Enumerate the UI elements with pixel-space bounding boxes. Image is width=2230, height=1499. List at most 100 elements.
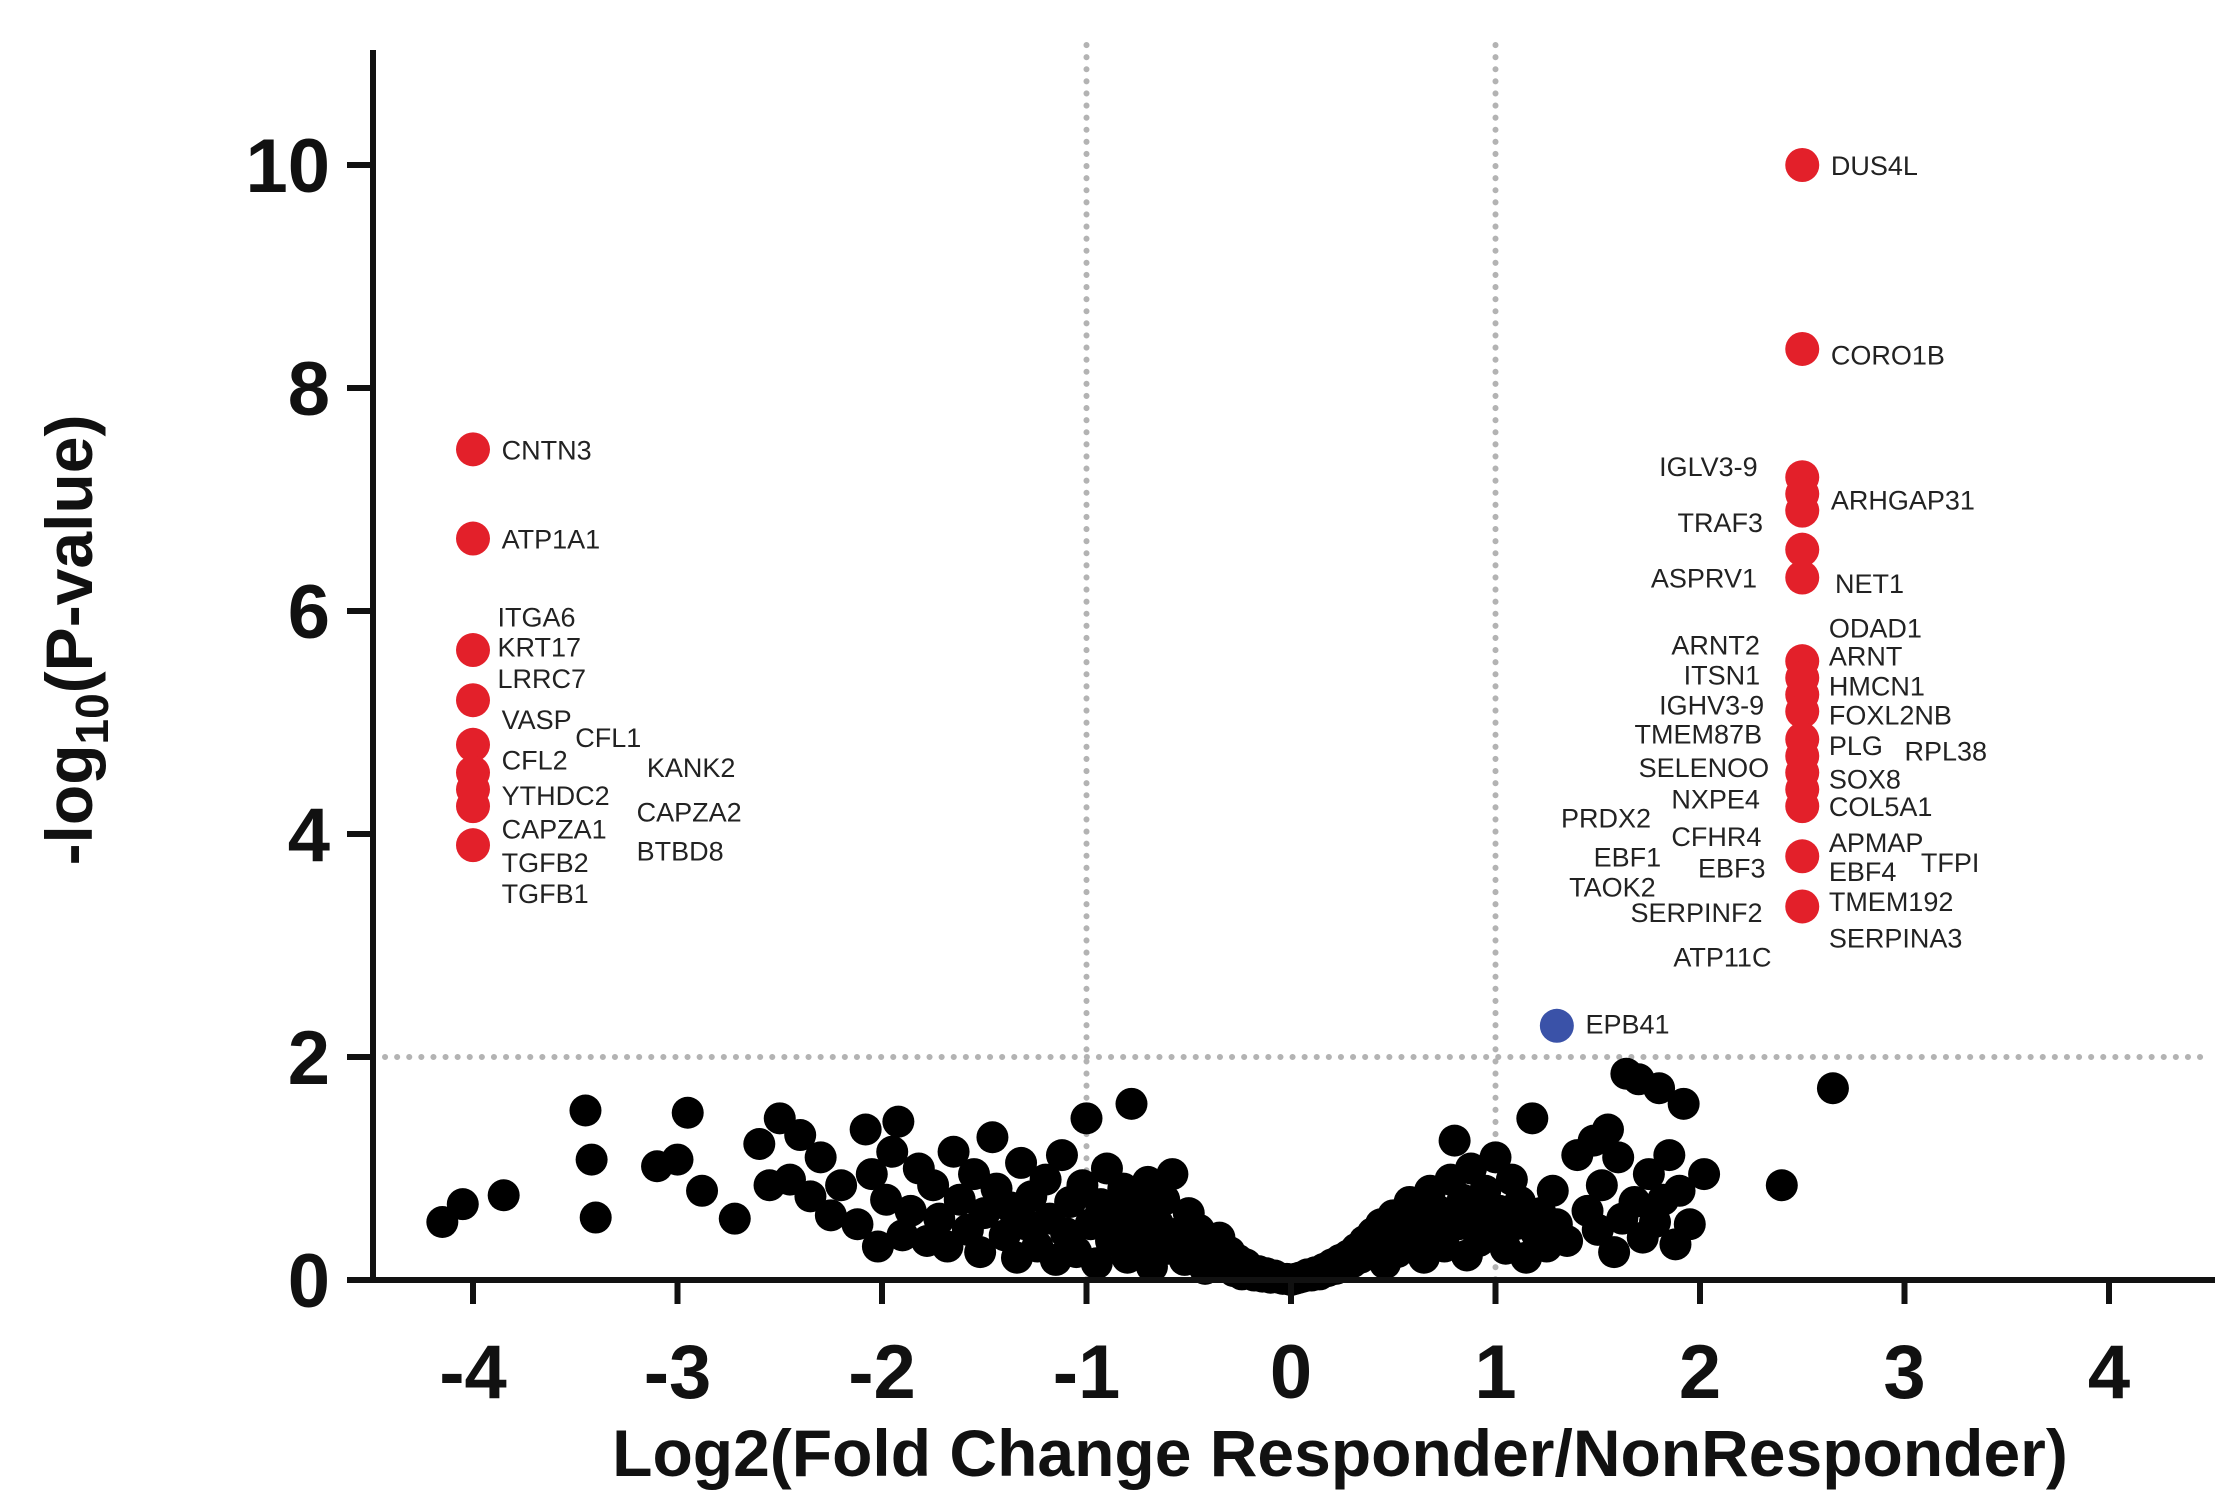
threshold-lines — [382, 42, 2213, 1283]
gene-label: CORO1B — [1831, 341, 1945, 371]
gene-label: HMCN1 — [1829, 672, 1925, 702]
gene-label: DUS4L — [1831, 151, 1918, 181]
significant-point — [1539, 1008, 1574, 1043]
gene-label: ARNT2 — [1671, 630, 1760, 660]
data-point — [886, 1219, 919, 1252]
data-point — [575, 1143, 608, 1176]
data-point — [1148, 1183, 1181, 1216]
gene-label: CFHR4 — [1671, 822, 1761, 852]
gene-label: ASPRV1 — [1651, 564, 1757, 594]
significant-point — [456, 633, 490, 668]
data-point — [1598, 1236, 1631, 1269]
y-axis-ticks: 0 2 4 6 8 10 — [245, 124, 373, 1324]
x-tick-label: -4 — [439, 1330, 507, 1415]
gene-label: APMAP — [1829, 828, 1924, 858]
x-tick-label: -2 — [848, 1330, 916, 1415]
gene-label: CAPZA2 — [637, 798, 742, 828]
data-point — [825, 1169, 858, 1202]
gene-label: TAOK2 — [1569, 872, 1656, 902]
data-point — [870, 1183, 903, 1216]
gene-label: COL5A1 — [1829, 792, 1933, 822]
significant-point — [456, 683, 490, 718]
data-point — [876, 1135, 909, 1168]
data-point — [1585, 1169, 1618, 1202]
data-point — [446, 1188, 479, 1221]
data-point — [487, 1179, 520, 1212]
data-point — [804, 1141, 837, 1174]
gene-label: EBF1 — [1594, 842, 1662, 872]
significant-point — [1785, 839, 1820, 874]
data-point — [1673, 1208, 1706, 1241]
gene-label: ODAD1 — [1829, 614, 1922, 644]
data-point — [1602, 1141, 1635, 1174]
gene-label: YTHDC2 — [502, 781, 610, 811]
axes — [370, 50, 2215, 1283]
gene-label: CNTN3 — [502, 435, 592, 465]
gene-label: SOX8 — [1829, 764, 1901, 794]
x-tick-label: 2 — [1679, 1330, 1721, 1415]
y-tick-label: 4 — [288, 793, 330, 878]
gene-label: SELENOO — [1639, 753, 1770, 783]
significant-point — [1785, 789, 1820, 824]
gene-label: EPB41 — [1585, 1010, 1669, 1040]
gene-label: PLG — [1829, 731, 1883, 761]
gene-label: CAPZA1 — [502, 814, 607, 844]
gene-label: ARNT — [1829, 642, 1903, 672]
data-point — [743, 1127, 776, 1160]
y-axis-title-suffix: (P-value) — [32, 415, 106, 694]
gene-label: EBF3 — [1698, 853, 1766, 883]
data-point — [718, 1202, 751, 1235]
data-point — [1438, 1124, 1471, 1157]
gene-label: PRDX2 — [1561, 803, 1651, 833]
gene-label: RPL38 — [1905, 736, 1988, 766]
x-axis-title: Log2(Fold Change Responder/NonResponder) — [612, 1416, 2068, 1490]
y-axis-title-subscript: 10 — [66, 693, 118, 744]
gene-label: SERPINA3 — [1829, 924, 1963, 954]
data-point — [882, 1105, 915, 1138]
significant-point — [456, 789, 490, 824]
y-tick-label: 10 — [245, 124, 330, 209]
significant-points — [456, 148, 1820, 1043]
data-point — [968, 1197, 1001, 1230]
data-point — [1479, 1141, 1512, 1174]
significant-point — [1785, 889, 1820, 924]
data-point — [937, 1135, 970, 1168]
y-axis-title-prefix: -log — [32, 744, 106, 865]
gene-label: KANK2 — [647, 753, 736, 783]
gene-label: CFL1 — [575, 723, 641, 753]
data-point — [841, 1208, 874, 1241]
data-point — [661, 1143, 694, 1176]
x-tick-label: 1 — [1474, 1330, 1516, 1415]
gene-label: BTBD8 — [637, 837, 724, 867]
data-point — [855, 1158, 888, 1191]
data-point — [1536, 1174, 1569, 1207]
significant-point — [1785, 493, 1820, 528]
x-tick-label: 3 — [1883, 1330, 1925, 1415]
gene-label: NET1 — [1835, 569, 1904, 599]
gene-label: ITSN1 — [1684, 661, 1761, 691]
data-point — [579, 1201, 612, 1234]
data-point — [943, 1183, 976, 1216]
data-point — [814, 1199, 847, 1232]
nonsignificant-points — [426, 1057, 1849, 1296]
gene-label: TMEM87B — [1635, 720, 1763, 750]
data-point — [1070, 1102, 1103, 1135]
data-point — [1591, 1113, 1624, 1146]
data-point — [1551, 1224, 1584, 1257]
gene-label: TFPI — [1921, 848, 1980, 878]
data-point — [1663, 1174, 1696, 1207]
gene-label: ARHGAP31 — [1831, 486, 1975, 516]
x-tick-label: -1 — [1053, 1330, 1121, 1415]
data-point — [964, 1236, 997, 1269]
significant-point — [1785, 532, 1820, 567]
data-point — [861, 1230, 894, 1263]
significant-point — [456, 828, 490, 863]
gene-label: TMEM192 — [1829, 887, 1954, 917]
data-point — [1653, 1139, 1686, 1172]
data-point — [1029, 1163, 1062, 1196]
data-point — [923, 1202, 956, 1235]
data-point — [976, 1121, 1009, 1154]
x-tick-label: 4 — [2088, 1330, 2130, 1415]
y-tick-label: 8 — [288, 347, 330, 432]
data-point — [1618, 1185, 1651, 1218]
